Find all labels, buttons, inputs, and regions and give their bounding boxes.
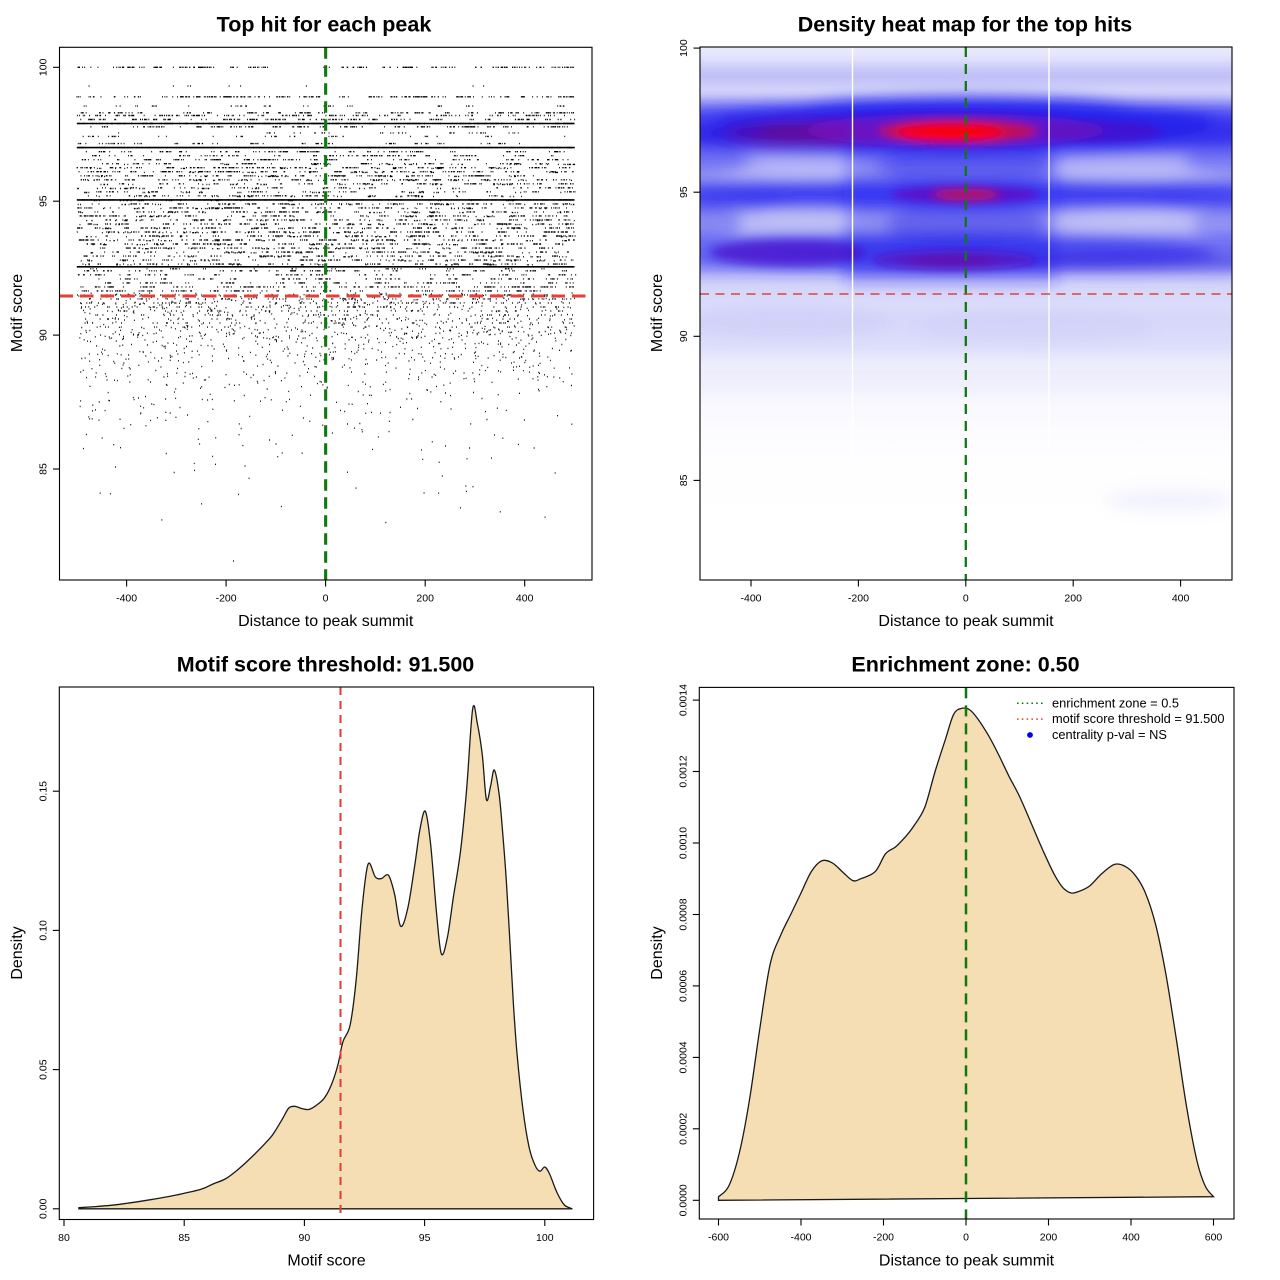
svg-text:100: 100 — [678, 39, 690, 57]
svg-text:95: 95 — [419, 1232, 431, 1244]
svg-text:enrichment zone = 0.5: enrichment zone = 0.5 — [1052, 695, 1179, 710]
svg-text:Density: Density — [9, 926, 26, 979]
svg-text:0.0012: 0.0012 — [677, 755, 689, 787]
svg-text:-400: -400 — [790, 1232, 811, 1244]
svg-text:Distance to peak summit: Distance to peak summit — [878, 613, 1054, 630]
svg-text:centrality p-val = NS: centrality p-val = NS — [1052, 727, 1167, 742]
svg-text:0.0008: 0.0008 — [677, 898, 689, 930]
svg-text:90: 90 — [38, 329, 50, 341]
svg-text:Enrichment zone: 0.50: Enrichment zone: 0.50 — [851, 653, 1079, 677]
svg-text:0.05: 0.05 — [37, 1059, 49, 1080]
svg-text:0.0004: 0.0004 — [677, 1041, 689, 1073]
svg-text:-200: -200 — [873, 1232, 894, 1244]
svg-text:85: 85 — [678, 474, 690, 486]
svg-text:0.10: 0.10 — [37, 920, 49, 941]
svg-text:0.0010: 0.0010 — [677, 827, 689, 859]
svg-text:400: 400 — [516, 593, 534, 605]
svg-text:-400: -400 — [116, 593, 137, 605]
svg-text:Distance to peak summit: Distance to peak summit — [879, 1253, 1055, 1270]
svg-text:600: 600 — [1205, 1232, 1223, 1244]
svg-text:0.0000: 0.0000 — [677, 1184, 689, 1216]
svg-text:90: 90 — [299, 1232, 311, 1244]
svg-text:80: 80 — [58, 1232, 70, 1244]
svg-text:100: 100 — [38, 58, 50, 76]
svg-text:0.0014: 0.0014 — [677, 684, 689, 716]
svg-text:-400: -400 — [740, 593, 761, 605]
svg-text:Density heat map for the top h: Density heat map for the top hits — [798, 13, 1133, 37]
svg-text:Motif score: Motif score — [649, 274, 666, 352]
svg-text:0.0006: 0.0006 — [677, 970, 689, 1002]
svg-text:-200: -200 — [848, 593, 869, 605]
svg-text:0.15: 0.15 — [37, 781, 49, 802]
svg-text:-200: -200 — [216, 593, 237, 605]
svg-text:0: 0 — [323, 593, 329, 605]
svg-text:85: 85 — [38, 463, 50, 475]
svg-text:Top hit for each peak: Top hit for each peak — [217, 13, 432, 37]
svg-text:90: 90 — [678, 330, 690, 342]
svg-text:200: 200 — [1064, 593, 1082, 605]
svg-text:400: 400 — [1122, 1232, 1140, 1244]
svg-text:400: 400 — [1172, 593, 1190, 605]
svg-text:200: 200 — [416, 593, 434, 605]
svg-text:-600: -600 — [708, 1232, 729, 1244]
svg-text:0: 0 — [963, 1232, 969, 1244]
svg-text:200: 200 — [1040, 1232, 1058, 1244]
svg-text:0: 0 — [963, 593, 969, 605]
svg-text:0.0002: 0.0002 — [677, 1113, 689, 1145]
svg-text:Motif score threshold: 91.500: Motif score threshold: 91.500 — [177, 653, 475, 677]
svg-text:100: 100 — [536, 1232, 554, 1244]
svg-text:Density: Density — [649, 926, 666, 979]
svg-text:motif score threshold = 91.500: motif score threshold = 91.500 — [1052, 711, 1225, 726]
svg-text:95: 95 — [678, 186, 690, 198]
svg-text:85: 85 — [178, 1232, 190, 1244]
svg-text:0.00: 0.00 — [37, 1198, 49, 1219]
svg-text:Motif score: Motif score — [9, 274, 26, 352]
svg-text:Motif score: Motif score — [287, 1253, 365, 1270]
svg-text:95: 95 — [38, 195, 50, 207]
svg-text:Distance to peak summit: Distance to peak summit — [238, 613, 414, 630]
